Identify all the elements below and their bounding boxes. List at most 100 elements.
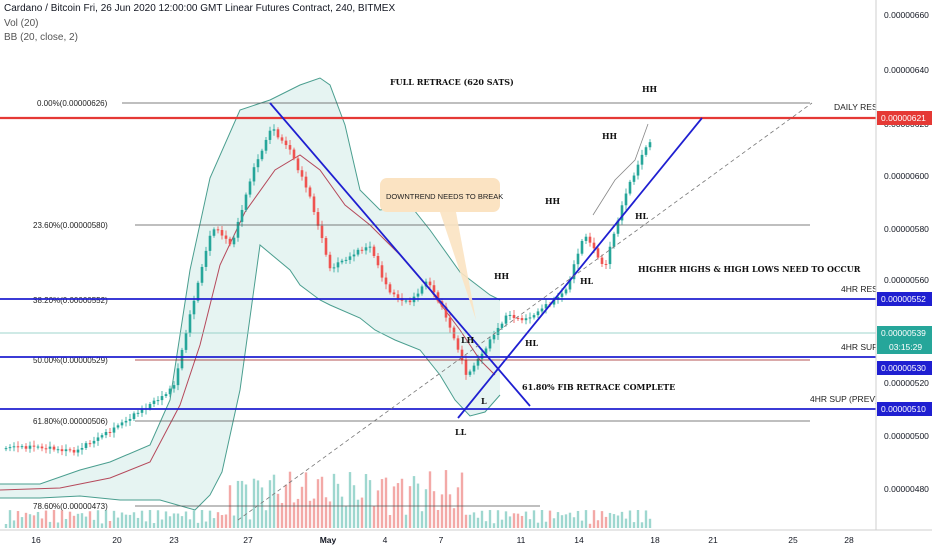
candle-body bbox=[496, 327, 500, 335]
volume-bar bbox=[220, 515, 224, 528]
volume-bar bbox=[148, 510, 152, 528]
fib-label-0: 0.00%(0.00000626) bbox=[37, 99, 108, 108]
candle-body bbox=[232, 237, 236, 245]
last-price-tag[interactable] bbox=[877, 326, 932, 354]
candle-body bbox=[104, 432, 108, 436]
volume-bar bbox=[256, 480, 260, 528]
candle-body bbox=[468, 371, 472, 375]
volume-bar bbox=[44, 510, 48, 528]
volume-bar bbox=[136, 517, 140, 528]
candle-body bbox=[16, 446, 20, 448]
time-axis[interactable]: 16 20 23 27 May 4 7 11 14 18 21 25 28 bbox=[0, 529, 932, 545]
volume-bar bbox=[404, 514, 408, 528]
fib-label-50: 50.00%(0.00000529) bbox=[33, 356, 108, 365]
volume-indicator-label[interactable]: Vol (20) bbox=[4, 18, 39, 29]
volume-bar bbox=[460, 472, 464, 528]
candle-body bbox=[184, 332, 188, 350]
candle-body bbox=[524, 318, 528, 321]
hh-label-4: HH bbox=[494, 271, 510, 281]
volume-bar bbox=[192, 510, 196, 528]
volume-bar bbox=[472, 512, 476, 528]
candle-body bbox=[284, 140, 288, 146]
candle-body bbox=[32, 445, 36, 447]
time-tick-label: 25 bbox=[788, 535, 798, 545]
sup-prev-tag[interactable] bbox=[877, 402, 932, 416]
candle-body bbox=[512, 314, 516, 319]
volume-bar bbox=[68, 511, 72, 528]
volume-bar bbox=[568, 512, 572, 528]
volume-bar bbox=[28, 514, 32, 528]
candle-body bbox=[212, 229, 216, 236]
candle-body bbox=[332, 267, 336, 269]
candle-body bbox=[176, 368, 180, 386]
volume-bar bbox=[508, 516, 512, 528]
volume-bar bbox=[340, 496, 344, 528]
candle-body bbox=[388, 284, 392, 293]
volume-bar bbox=[580, 520, 584, 528]
l-label: L bbox=[481, 396, 487, 406]
hh-label-2: HH bbox=[602, 131, 618, 141]
candle-body bbox=[12, 446, 16, 448]
volume-bar bbox=[88, 511, 92, 528]
candle-body bbox=[348, 256, 352, 260]
volume-bar bbox=[16, 511, 20, 528]
volume-bar bbox=[168, 516, 172, 528]
candle-body bbox=[40, 446, 44, 449]
candle-body bbox=[608, 246, 612, 265]
candle-body bbox=[236, 221, 240, 238]
volume-bar bbox=[212, 518, 216, 528]
candle-body bbox=[136, 412, 140, 414]
volume-bar bbox=[360, 497, 364, 528]
fib-label-786: 78.60%(0.00000473) bbox=[33, 502, 108, 511]
volume-bar bbox=[572, 517, 576, 528]
uptrend-line[interactable] bbox=[457, 117, 703, 419]
sup-4hr-tag[interactable] bbox=[877, 361, 932, 375]
volume-bar bbox=[484, 521, 488, 528]
candle-body bbox=[272, 129, 276, 131]
hh-label-3: HH bbox=[545, 196, 561, 206]
res-4hr-tag[interactable] bbox=[877, 292, 932, 306]
volume-bar bbox=[384, 477, 388, 528]
candle-body bbox=[92, 440, 96, 444]
volume-bar bbox=[600, 511, 604, 528]
candle-body bbox=[636, 164, 640, 176]
volume-bar bbox=[396, 483, 400, 528]
volume-bar bbox=[236, 480, 240, 528]
volume-bar bbox=[128, 514, 132, 528]
candle-body bbox=[248, 181, 252, 195]
downtrend-callout: DOWNTREND NEEDS TO BREAK bbox=[380, 178, 503, 320]
time-tick-label: May bbox=[320, 535, 337, 545]
daily-res-tag[interactable] bbox=[877, 111, 932, 125]
candle-body bbox=[396, 294, 400, 299]
candle-body bbox=[360, 249, 364, 251]
volume-bar bbox=[52, 510, 56, 528]
bollinger-upper-band bbox=[0, 77, 501, 485]
volume-bar bbox=[32, 515, 36, 528]
candle-body bbox=[152, 400, 156, 404]
volume-bar bbox=[252, 478, 256, 528]
volume-bar bbox=[640, 522, 644, 528]
volume-bar bbox=[308, 500, 312, 528]
candle-body bbox=[88, 443, 92, 445]
volume-bar bbox=[60, 510, 64, 528]
bollinger-indicator-label[interactable]: BB (20, close, 2) bbox=[4, 32, 78, 43]
volume-bar bbox=[424, 489, 428, 528]
downtrend-line[interactable] bbox=[269, 102, 531, 407]
volume-bar bbox=[76, 513, 80, 528]
volume-bar bbox=[608, 512, 612, 528]
candle-body bbox=[384, 277, 388, 285]
candle-body bbox=[276, 129, 280, 138]
candle-body bbox=[564, 289, 568, 294]
price-axis[interactable]: 0.000006600.000006400.000006200.00000600… bbox=[875, 0, 932, 550]
volume-bar bbox=[132, 512, 136, 528]
volume-bar bbox=[400, 478, 404, 528]
candle-body bbox=[344, 259, 348, 261]
volume-bar bbox=[448, 494, 452, 528]
volume-bar bbox=[372, 506, 376, 528]
time-tick-label: 28 bbox=[844, 535, 854, 545]
candle-body bbox=[196, 282, 200, 301]
volume-bar bbox=[628, 510, 632, 528]
volume-bar bbox=[332, 473, 336, 528]
candle-body bbox=[116, 425, 120, 428]
